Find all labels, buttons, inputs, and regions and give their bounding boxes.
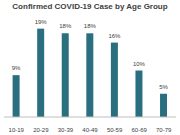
svg-text:20-29Yrs: 20-29Yrs bbox=[33, 127, 49, 135]
svg-text:60-69Yrs: 60-69Yrs bbox=[131, 127, 147, 135]
svg-text:30-39Yrs: 30-39Yrs bbox=[58, 127, 74, 135]
svg-text:5%: 5% bbox=[159, 84, 168, 90]
svg-text:19%: 19% bbox=[35, 19, 48, 25]
svg-text:18%: 18% bbox=[59, 23, 72, 29]
svg-text:10-19Yrs: 10-19Yrs bbox=[9, 127, 25, 135]
svg-text:40-49Yrs: 40-49Yrs bbox=[82, 127, 98, 135]
svg-text:70-79Yrs: 70-79Yrs bbox=[156, 127, 172, 135]
html-text:Confirmed COVID-19 Case by Age: Confirmed COVID-19 Case by Age Group bbox=[12, 2, 168, 11]
svg-text:18%: 18% bbox=[84, 23, 97, 29]
svg-text:10%: 10% bbox=[133, 61, 146, 67]
svg-text:9%: 9% bbox=[12, 65, 21, 71]
svg-text:50-59Yrs: 50-59Yrs bbox=[107, 127, 123, 135]
svg-text:16%: 16% bbox=[108, 33, 121, 39]
